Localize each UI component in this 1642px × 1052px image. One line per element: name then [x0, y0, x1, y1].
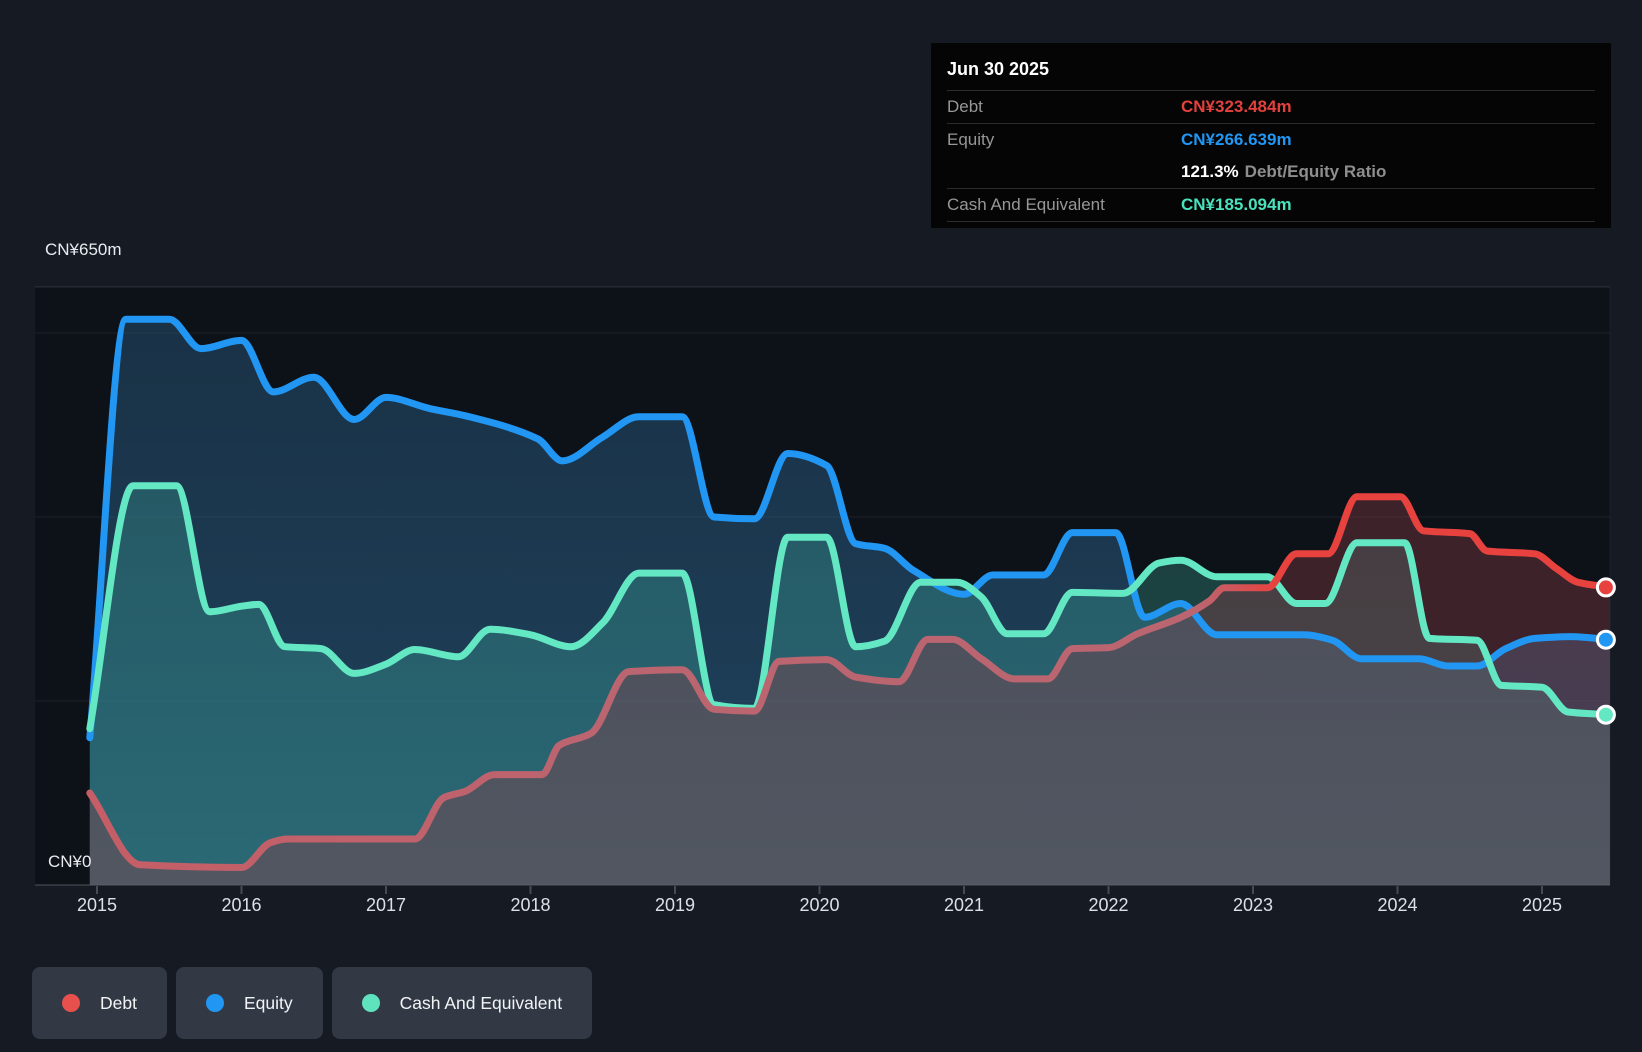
x-axis-label: 2023 [1232, 895, 1274, 915]
legend-item-debt[interactable]: Debt [32, 967, 167, 1039]
legend-equity-label: Equity [243, 992, 293, 1013]
divider [947, 221, 1595, 222]
x-axis-label: 2018 [510, 895, 551, 915]
x-axis-label: 2017 [365, 895, 407, 915]
tooltip-row-equity: Equity CN¥266.639m [947, 124, 1595, 156]
equity-dot-icon [205, 994, 224, 1012]
x-axis-label: 2024 [1377, 895, 1418, 915]
legend-cash-label: Cash And Equivalent [399, 992, 563, 1013]
tooltip-equity-label: Equity [947, 130, 995, 149]
x-axis-label: 2015 [76, 895, 118, 915]
tooltip-date: Jun 30 2025 [947, 59, 1050, 79]
tooltip-cash-label: Cash And Equivalent [947, 195, 1105, 214]
tooltip-cash-value: CN¥185.094m [1181, 195, 1292, 214]
x-axis-label: 2022 [1088, 895, 1129, 915]
x-axis-label: 2019 [654, 895, 696, 915]
x-axis-label: 2020 [799, 895, 840, 915]
legend-item-cash[interactable]: Cash And Equivalent [331, 967, 593, 1039]
cash-dot-icon [361, 994, 380, 1012]
x-axis-label: 2025 [1521, 895, 1563, 915]
divider [947, 188, 1595, 189]
tooltip-ratio-label: Debt/Equity Ratio [1244, 162, 1387, 181]
divider [947, 90, 1595, 91]
tooltip-row-ratio: 121.3% Debt/Equity Ratio [947, 156, 1595, 188]
tooltip-equity-value: CN¥266.639m [1181, 130, 1292, 149]
y-axis-label-zero: CN¥0 [48, 852, 92, 871]
y-axis-label-max: CN¥650m [45, 240, 122, 259]
tooltip: Jun 30 2025 Debt CN¥323.484m Equity CN¥2… [931, 43, 1611, 228]
tooltip-debt-label: Debt [947, 97, 983, 116]
legend-debt-label: Debt [100, 992, 137, 1013]
debt-dot-icon [62, 994, 80, 1012]
x-axis-label: 2021 [943, 895, 985, 915]
divider [947, 123, 1595, 124]
legend: Debt Equity Cash And Equivalent [32, 967, 593, 1039]
tooltip-row-debt: Debt CN¥323.484m [947, 91, 1595, 123]
legend-item-equity[interactable]: Equity [175, 967, 323, 1039]
tooltip-ratio-value: 121.3% [1181, 162, 1239, 181]
tooltip-debt-value: CN¥323.484m [1181, 97, 1292, 116]
tooltip-row-cash: Cash And Equivalent CN¥185.094m [947, 189, 1595, 221]
x-axis-label: 2016 [221, 895, 262, 915]
